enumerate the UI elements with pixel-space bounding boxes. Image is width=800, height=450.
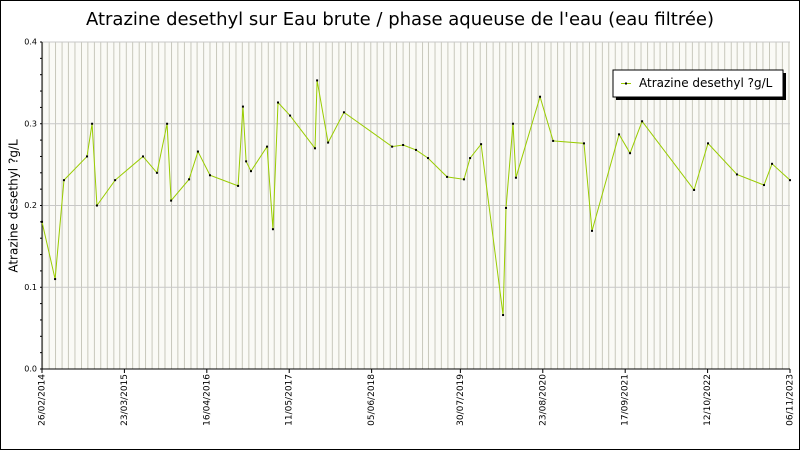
x-tick-label: 06/11/2023 [786,374,796,426]
x-tick-label: 12/10/2022 [703,374,713,426]
data-point [271,228,274,231]
x-tick-label: 11/05/2017 [285,374,295,426]
data-point [62,179,65,182]
data-point [462,178,465,181]
data-point [327,141,330,144]
x-tick-label: 23/08/2020 [538,374,548,426]
legend-box [612,69,784,98]
data-point [391,145,394,148]
data-point [763,184,766,187]
data-point [170,199,173,202]
data-point [789,179,791,182]
data-point [188,178,191,181]
data-point [502,314,505,317]
data-point [505,206,508,209]
data-point [511,122,514,125]
data-point [142,155,145,158]
data-point [514,176,517,179]
data-point [591,229,594,232]
data-point [249,170,252,173]
data-point [446,175,449,178]
data-point [342,111,345,114]
data-point [289,114,292,117]
y-tick-label: 0.4 [24,38,37,47]
data-point [155,171,158,174]
data-point [539,95,542,98]
data-point [582,142,585,145]
data-point [629,152,632,155]
data-point [54,278,57,281]
x-tick-label: 30/07/2019 [456,374,466,426]
chart-title: Atrazine desethyl sur Eau brute / phase … [86,9,714,30]
data-point [402,144,405,147]
data-point [41,220,43,223]
y-tick-label: 0.2 [24,201,37,210]
x-tick-label: 16/04/2016 [202,374,212,426]
x-tick-label: 23/03/2015 [120,374,130,426]
data-point [208,174,211,177]
legend-label: Atrazine desethyl ?g/L [639,76,773,90]
data-point [427,157,430,160]
data-point [415,148,417,151]
data-point [245,160,248,163]
y-axis-label: Atrazine desethyl ?g/L [7,139,21,273]
data-point [735,173,738,176]
x-tick-label: 17/09/2021 [621,374,631,426]
data-point [313,147,316,150]
y-tick-label: 0.3 [24,119,37,128]
data-point [693,188,696,191]
data-point [91,122,94,125]
y-tick-label: 0.1 [24,283,37,292]
data-point [237,184,240,187]
data-point [166,122,169,125]
data-point [266,145,269,148]
data-point [771,162,774,165]
x-tick-label: 05/06/2018 [367,374,377,426]
data-point [241,105,244,108]
data-point [641,120,644,123]
data-point [552,139,555,142]
data-point [618,133,621,136]
y-tick-label: 0.0 [24,365,37,374]
x-tick-label: 26/02/2014 [38,374,48,426]
data-point [480,143,483,146]
data-point [95,204,98,207]
data-point [707,142,710,145]
data-point [196,150,199,153]
legend-marker [625,82,627,85]
data-point [469,157,472,160]
data-point [277,101,280,104]
data-point [114,179,117,182]
data-point [86,155,89,158]
data-point [316,79,319,82]
legend: Atrazine desethyl ?g/L [612,69,786,100]
